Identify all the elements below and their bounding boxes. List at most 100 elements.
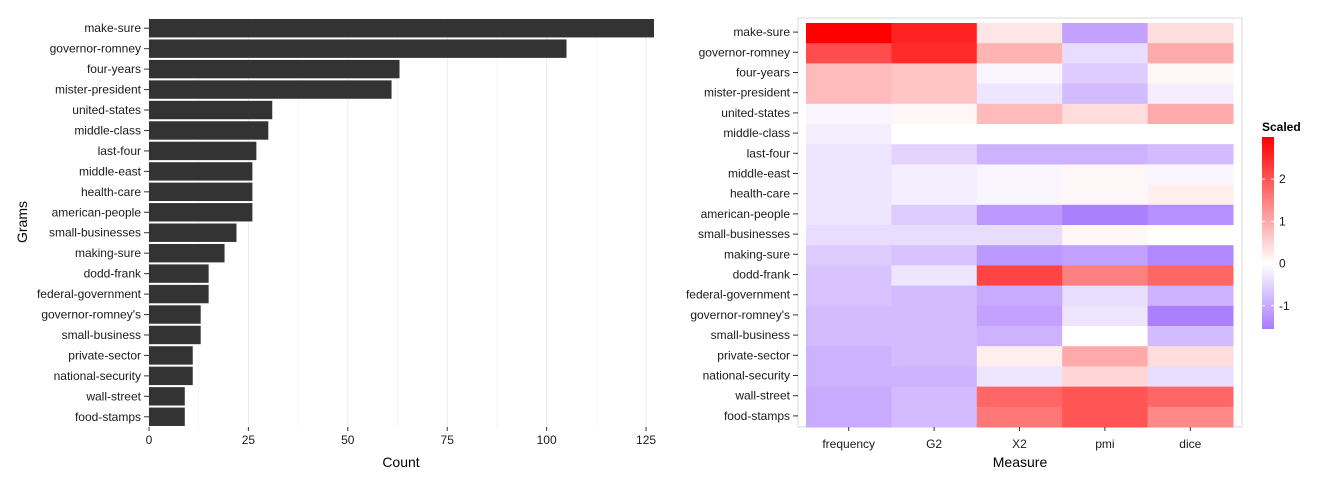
heatmap-cell: [1062, 63, 1149, 85]
bar-category-label: federal-government: [37, 287, 142, 301]
heatmap-cells: [806, 23, 1234, 428]
heatmap-cell: [1062, 386, 1149, 408]
heatmap-cell: [976, 386, 1063, 408]
heatmap-cell: [976, 23, 1063, 44]
heatmap-cell: [1062, 265, 1149, 287]
heatmap-row-label: small-businesses: [698, 227, 790, 241]
bar-category-label: middle-class: [74, 123, 141, 137]
heatmap-column-label: G2: [926, 437, 942, 451]
color-legend: Scaled 2 1 0 -1: [1262, 120, 1301, 329]
heatmap-cell: [806, 265, 892, 287]
bar: [149, 162, 253, 181]
heatmap-cell: [891, 366, 978, 388]
bar-category-label: last-four: [98, 144, 141, 158]
heatmap-cell: [976, 406, 1063, 428]
heatmap-cell: [1062, 184, 1149, 206]
heatmap-cell: [976, 124, 1063, 145]
bar-category-label: small-business: [62, 328, 141, 342]
heatmap-cell: [806, 184, 892, 206]
bar: [149, 387, 185, 406]
bar-category-label: mister-president: [55, 83, 142, 97]
bar-panel-background: [149, 18, 654, 427]
bar: [149, 100, 273, 120]
heatmap-cell: [806, 386, 892, 408]
heatmap-row-label: dodd-frank: [733, 268, 791, 282]
heatmap-cell: [891, 164, 978, 186]
heatmap-cell: [806, 63, 892, 85]
bar-x-tick-label: 75: [441, 433, 455, 447]
heatmap-cell: [1147, 346, 1234, 367]
heatmap-row-labels: make-sure governor-romney four-years mister…: [686, 25, 798, 423]
heatmap-cell: [1147, 245, 1234, 266]
bar-marks: [149, 19, 654, 426]
heatmap-cell: [891, 386, 978, 408]
heatmap-cell: [1062, 346, 1149, 367]
heatmap-cell: [976, 245, 1063, 266]
bar: [149, 346, 193, 365]
bar-category-label: private-sector: [68, 348, 141, 362]
heatmap-cell: [806, 204, 892, 226]
legend-ticks: 2 1 0 -1: [1262, 172, 1290, 313]
heatmap-row-label: health-care: [730, 187, 790, 201]
heatmap-cell: [806, 225, 892, 246]
bar: [149, 80, 392, 99]
heatmap-row-label: four-years: [736, 66, 790, 80]
bar-x-tick-label: 25: [242, 433, 256, 447]
bar-category-label: wall-street: [85, 389, 141, 403]
bar-category-label: make-sure: [84, 21, 141, 35]
heatmap-column-label: pmi: [1095, 437, 1114, 451]
bar-category-labels: make-sure governor-romney four-years mister…: [37, 21, 149, 424]
heatmap-cell: [1147, 285, 1234, 307]
heatmap-cell: [891, 103, 978, 125]
heatmap-cell: [976, 265, 1063, 287]
bar: [149, 59, 400, 79]
bar-category-label: dodd-frank: [84, 267, 142, 281]
heatmap-cell: [1062, 225, 1149, 246]
heatmap-cell: [891, 285, 978, 307]
heatmap-cell: [1147, 63, 1234, 85]
heatmap-cell: [806, 124, 892, 145]
bar: [149, 182, 253, 202]
heatmap-cell: [1062, 204, 1149, 226]
heatmap-cell: [806, 285, 892, 307]
heatmap-row-label: wall-street: [734, 389, 790, 403]
heatmap-cell: [1062, 245, 1149, 266]
heatmap-cell: [891, 346, 978, 367]
heatmap-cell: [976, 184, 1063, 206]
heatmap-cell: [1147, 225, 1234, 246]
heatmap-cell: [1147, 366, 1234, 388]
heatmap-cell: [1062, 326, 1149, 347]
heatmap-column-label: X2: [1012, 437, 1027, 451]
bar: [149, 203, 253, 222]
heatmap-cell: [891, 305, 978, 327]
heatmap-row-label: private-sector: [717, 348, 790, 362]
heatmap-cell: [891, 184, 978, 206]
heatmap-cell: [806, 326, 892, 347]
heatmap-column-label: frequency: [822, 437, 875, 451]
heatmap-row-label: national-security: [703, 369, 790, 383]
legend-title: Scaled: [1262, 120, 1301, 134]
heatmap-cell: [806, 164, 892, 186]
heatmap-cell: [891, 406, 978, 428]
heatmap-cell: [976, 63, 1063, 85]
bar-category-label: health-care: [81, 185, 141, 199]
heatmap-cell: [1062, 144, 1149, 165]
heatmap-cell: [806, 366, 892, 388]
heatmap-row-label: mister-president: [704, 86, 791, 100]
heatmap-cell: [891, 124, 978, 145]
heatmap-cell: [1147, 83, 1234, 105]
heatmap-cell: [1062, 124, 1149, 145]
heatmap-cell: [891, 204, 978, 226]
heatmap-cell: [1147, 103, 1234, 125]
bar-category-label: food-stamps: [75, 410, 141, 424]
bar-x-tick-label: 100: [537, 433, 557, 447]
heatmap-cell: [976, 204, 1063, 226]
heatmap-cell: [1147, 326, 1234, 347]
bar-x-tick-labels: 0 25 50 75 100 125: [146, 427, 656, 447]
heatmap-row-label: food-stamps: [724, 409, 790, 423]
heatmap-cell: [1147, 164, 1234, 186]
heatmap-cell: [806, 43, 892, 64]
heatmap-cell: [976, 43, 1063, 64]
heatmap-row-label: united-states: [721, 106, 790, 120]
bar-category-label: united-states: [72, 103, 141, 117]
